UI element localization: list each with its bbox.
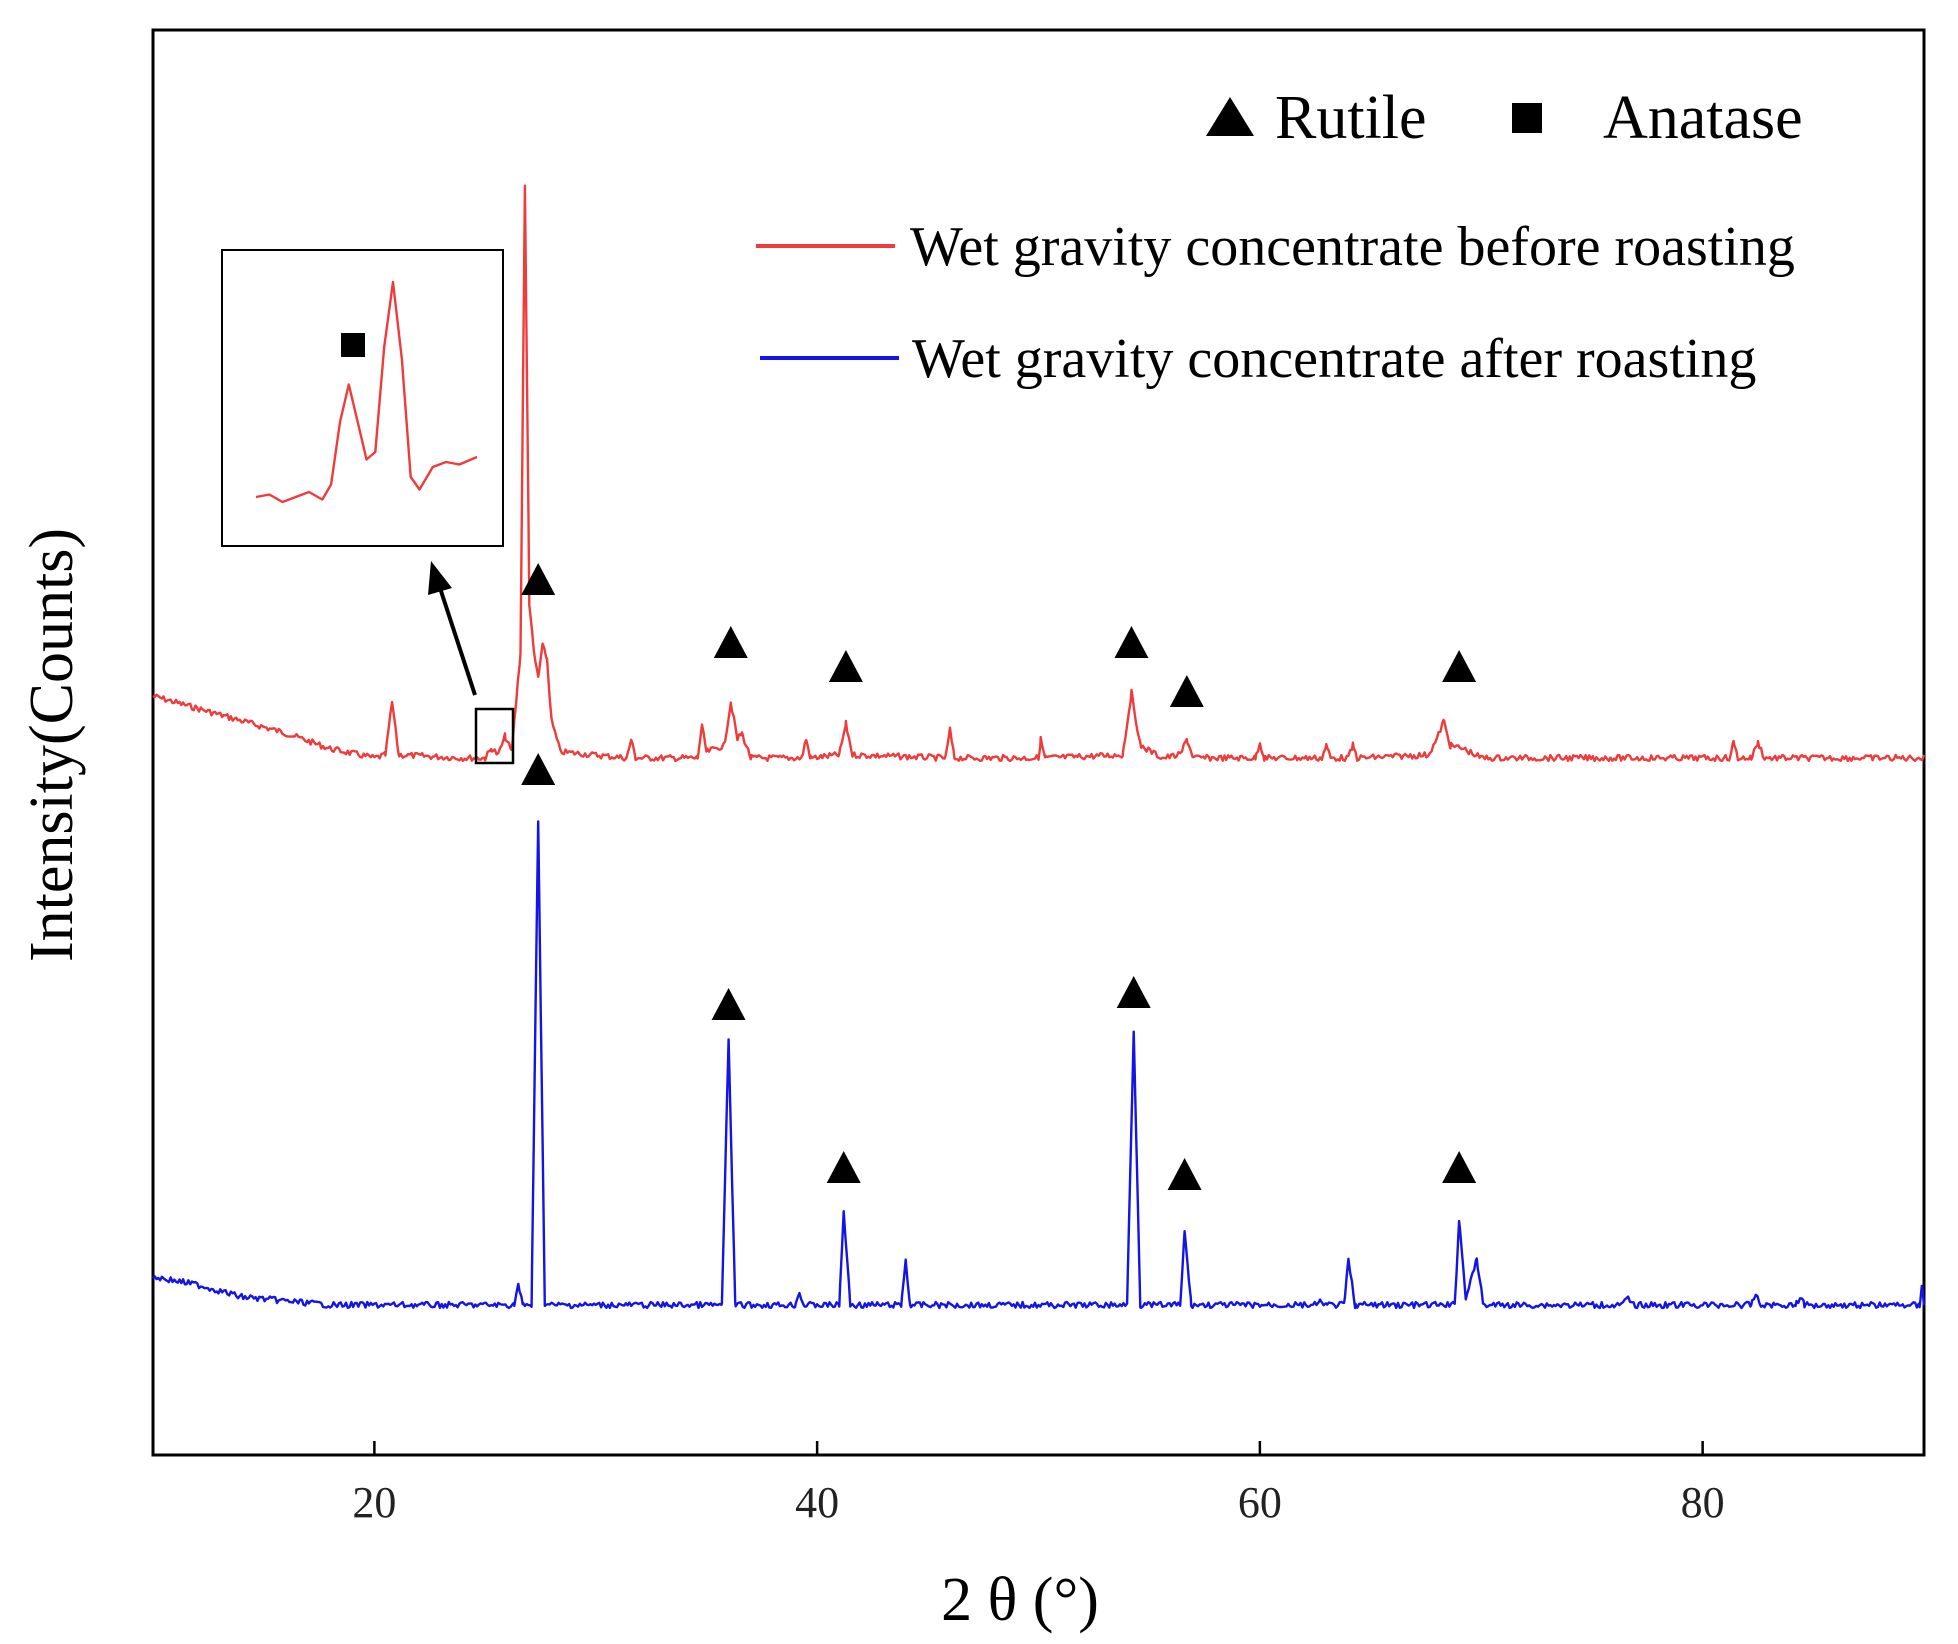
phase-legend: Rutile Anatase	[1206, 84, 1803, 152]
legend-anatase-label: Anatase	[1603, 84, 1803, 152]
series-legend: Wet gravity concentrate before roasting …	[756, 216, 1795, 390]
rutile-marker-before-54.2	[1114, 626, 1149, 658]
zoom-inset	[221, 249, 515, 765]
rutile-marker-after-36	[711, 988, 746, 1020]
rutile-marker-before-36.1	[713, 626, 748, 658]
rutile-marker-before-69	[1442, 650, 1477, 682]
rutile-marker-before-27.4	[521, 563, 556, 595]
legend-triangle-marker	[1206, 97, 1254, 136]
series-before-roasting-line	[152, 184, 1926, 763]
rutile-marker-after-54.3	[1116, 976, 1151, 1008]
rutile-marker-after-41.2	[826, 1151, 861, 1183]
zoom-arrow	[438, 587, 477, 696]
inset-trace-line	[255, 280, 478, 504]
x-tick-label-20: 20	[352, 1478, 396, 1527]
x-tick-label-40: 40	[795, 1478, 839, 1527]
rutile-marker-before-41.3	[828, 650, 863, 682]
inset-frame	[221, 249, 504, 547]
inset-anatase-marker	[341, 333, 365, 357]
y-axis-title: Intensity(Counts)	[18, 528, 86, 962]
plot-frame	[151, 28, 1926, 1457]
phase-markers	[521, 563, 1477, 1190]
x-axis-ticks: 20 40 60 80	[352, 1441, 1725, 1527]
series-after-roasting-line	[152, 820, 1926, 1310]
x-tick-label-80: 80	[1681, 1478, 1725, 1527]
inset-trace-layer	[255, 280, 478, 504]
legend-rutile-label: Rutile	[1275, 84, 1427, 152]
rutile-marker-after-27.4	[521, 753, 556, 785]
rutile-marker-after-56.6	[1167, 1158, 1202, 1190]
x-tick-label-60: 60	[1238, 1478, 1282, 1527]
zoom-arrow-head-icon	[428, 561, 452, 595]
legend-square-marker	[1512, 103, 1542, 133]
zoom-region-box	[474, 707, 515, 765]
legend-after-label: Wet gravity concentrate after roasting	[912, 328, 1756, 390]
x-axis-title: 2 θ (°)	[941, 1566, 1099, 1634]
rutile-marker-after-69	[1442, 1151, 1477, 1183]
series-layer	[152, 184, 1926, 1310]
rutile-marker-before-56.7	[1169, 675, 1204, 707]
legend-before-label: Wet gravity concentrate before roasting	[910, 216, 1795, 278]
